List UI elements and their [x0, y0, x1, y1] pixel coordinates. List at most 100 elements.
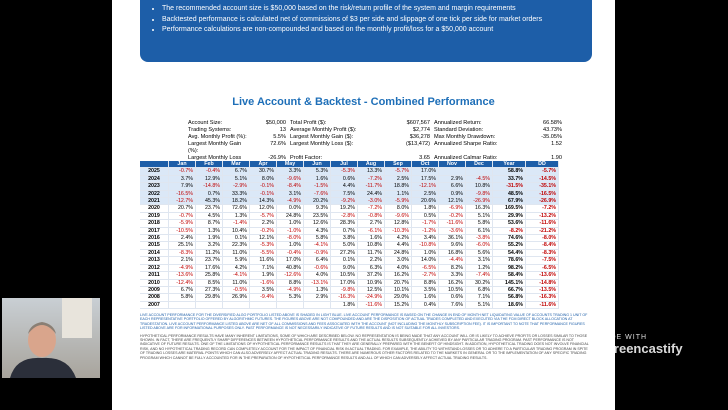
value-cell: -0.6% — [303, 264, 331, 273]
value-cell: 2.2% — [249, 219, 277, 228]
value-cell: 3.1% — [276, 190, 304, 199]
year-cell: 2014 — [140, 249, 169, 258]
value-cell: 4.5% — [195, 212, 223, 221]
value-cell: 1.0% — [411, 249, 439, 258]
value-cell: -26.9% — [525, 197, 559, 206]
table-row: 2012 -4.9% 17.6% 4.2% 7.1% 40.8% -0.6% 9.0% 6.3%… — [140, 264, 559, 273]
value-cell: -3.0% — [357, 197, 385, 206]
value-cell: 19.2% — [330, 204, 358, 213]
value-cell: 5.8% — [303, 234, 331, 243]
value-cell: 16.8% — [438, 249, 466, 258]
header-cell: Dec — [465, 161, 493, 169]
value-cell: 5.1% — [465, 212, 493, 221]
table-row: 2024 3.7% 12.9% 5.1% 8.0% -9.6% 1.6% 0.6% -7.2% 2… — [140, 175, 559, 184]
value-cell: -2.7% — [411, 271, 439, 280]
bullet: Performance calculations are non-compoun… — [162, 25, 592, 36]
table-row: 2015 25.1% 3.2% 22.3% -5.3% 1.0% -4.1% 5.0% 10.8… — [140, 241, 559, 250]
value-cell: -3.8% — [465, 234, 493, 243]
value-cell: 20.6% — [411, 197, 439, 206]
value-cell: 3.7% — [168, 175, 196, 184]
table-row: 2013 2.1% 23.7% 5.9% 11.6% 17.0% 6.4% 0.1% 2.2% 3… — [140, 256, 559, 265]
value-cell: -13.6% — [525, 271, 559, 280]
table-row: 2014 -8.3% 11.2% 11.0% -5.5% -0.4% -0.9% 27.2% 1… — [140, 249, 559, 258]
document-page: The recommended account size is $50,000 … — [112, 0, 615, 410]
value-cell: -13.6% — [168, 271, 196, 280]
value-cell: 23.7% — [195, 256, 223, 265]
value-cell — [249, 301, 277, 310]
value-cell: -11.6% — [357, 301, 385, 310]
value-cell: 54.4% — [492, 249, 526, 258]
value-cell: 45.3% — [195, 197, 223, 206]
table-row: 2008 5.8% 29.8% 26.9% -9.4% 5.3% 2.9% -16.3% -24… — [140, 293, 559, 302]
stat-label: Account Size: — [188, 120, 223, 126]
value-cell: 0.1% — [330, 256, 358, 265]
value-cell: -0.9% — [303, 249, 331, 258]
value-cell: -6.5% — [411, 264, 439, 273]
stat-label: Largest Monthly Gain (%): — [188, 141, 242, 154]
value-cell: -11.6% — [525, 301, 559, 310]
value-cell: 1.9% — [249, 271, 277, 280]
header-cell: Jul — [330, 161, 358, 169]
value-cell: 14.0% — [411, 256, 439, 265]
value-cell: -11.6% — [525, 219, 559, 228]
value-cell: 16.3% — [465, 204, 493, 213]
shirt — [10, 357, 76, 378]
value-cell: 4.0% — [384, 264, 412, 273]
value-cell: 10.4% — [222, 227, 250, 236]
value-cell: -5.3% — [330, 167, 358, 176]
value-cell: 18.2% — [222, 197, 250, 206]
value-cell: -0.5% — [222, 286, 250, 295]
value-cell: 1.8% — [411, 204, 439, 213]
value-cell: 16.2% — [384, 271, 412, 280]
year-cell: 2023 — [140, 182, 169, 191]
value-cell: -0.2% — [438, 212, 466, 221]
value-cell: -0.8% — [357, 212, 385, 221]
value-cell: 30.7% — [249, 167, 277, 176]
title: Live Account & Backtest - Combined Perfo… — [232, 96, 495, 108]
value-cell: -5.7% — [249, 212, 277, 221]
value-cell: 0.5% — [411, 212, 439, 221]
value-cell: -7.5% — [525, 256, 559, 265]
value-cell: 1.0% — [276, 241, 304, 250]
disclaimer: LIVE ACCOUNT PERFORMANCE FOR THE DIVERSI… — [140, 313, 590, 363]
stat-value: $607,567 — [406, 120, 430, 126]
stat-label: Total Profit ($): — [290, 120, 327, 126]
value-cell: 25.8% — [195, 271, 223, 280]
value-cell: 2.4% — [168, 234, 196, 243]
value-cell — [303, 301, 331, 310]
table-row: 2016 2.4% 1.9% 0.1% 12.1% -8.0% 5.8% 3.8% 1.6% 4.… — [140, 234, 559, 243]
value-cell: 11.7% — [357, 249, 385, 258]
hair — [28, 322, 56, 334]
value-cell: 2.7% — [357, 219, 385, 228]
notice-box: The recommended account size is $50,000 … — [140, 0, 592, 62]
value-cell: -1.6% — [249, 279, 277, 287]
table-row: 2020 20.7% 23.7% 72.6% 12.0% 0.0% 9.3% 19.2% -7.… — [140, 204, 559, 213]
value-cell: 24.8% — [384, 249, 412, 258]
value-cell: 8.5% — [195, 279, 223, 287]
value-cell: 23.7% — [195, 204, 223, 213]
value-cell: 3.5% — [411, 286, 439, 295]
value-cell: -4.9% — [276, 286, 304, 295]
value-cell: 13.3% — [357, 167, 385, 176]
stat-value: 1.90 — [551, 155, 562, 161]
value-cell: 4.2% — [384, 234, 412, 243]
value-cell: 4.4% — [330, 182, 358, 191]
value-cell: -8.0% — [276, 234, 304, 243]
value-cell: 74.6% — [492, 234, 526, 243]
value-cell: -13.2% — [525, 212, 559, 221]
value-cell: 12.1% — [249, 234, 277, 243]
header-cell: Year — [492, 161, 526, 169]
value-cell: -0.7% — [168, 167, 196, 176]
value-cell: -9.6% — [276, 175, 304, 184]
value-cell: -9.8% — [330, 286, 358, 295]
value-cell: -5.3% — [249, 241, 277, 250]
value-cell — [438, 167, 466, 176]
value-cell: -16.5% — [168, 190, 196, 199]
value-cell: 37.2% — [357, 271, 385, 280]
value-cell: -12.1% — [411, 182, 439, 191]
value-cell: -8.4% — [525, 241, 559, 250]
stats-grid: Account Size: $50,000 Total Profit ($): $60… — [188, 120, 562, 169]
stat-value: $2,774 — [412, 127, 430, 133]
stat-value: 5.5% — [273, 134, 286, 140]
